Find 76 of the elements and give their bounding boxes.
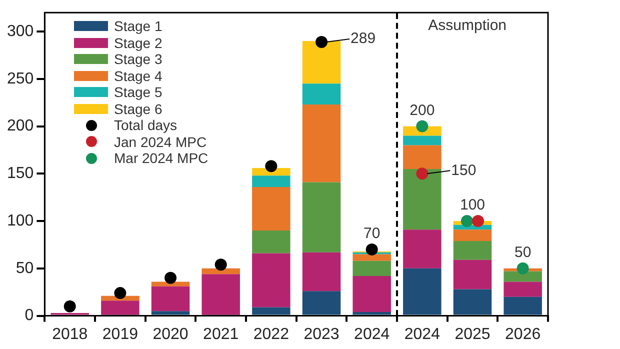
annotation: Assumption (428, 17, 507, 34)
bar (504, 282, 542, 297)
point (164, 272, 177, 284)
bar (151, 311, 190, 315)
data-label: 70 (364, 225, 380, 242)
legend-label: Stage 2 (114, 34, 162, 51)
bar (151, 282, 190, 286)
legend-label: Stage 1 (114, 18, 162, 34)
point (416, 168, 428, 180)
x-tick-label: 2024 (354, 326, 390, 343)
legend-label: Total days (114, 117, 178, 134)
bar (252, 253, 290, 308)
bar (352, 312, 391, 315)
point (366, 243, 378, 256)
data-label: 200 (410, 102, 435, 119)
bar (504, 271, 542, 282)
legend-label: Stage 3 (114, 51, 162, 68)
bar (453, 260, 492, 290)
x-tick-label: 2018 (52, 326, 88, 343)
x-tick-label: 2020 (152, 326, 188, 343)
legend-label: Stage 4 (114, 68, 162, 84)
bar (302, 41, 341, 84)
bar (252, 186, 290, 231)
point (416, 120, 428, 132)
bar (302, 182, 341, 252)
x-tick-label: 2022 (253, 326, 290, 343)
y-tick-label: 0 (24, 307, 34, 324)
point (316, 36, 328, 48)
x-tick-label: 2024 (404, 326, 440, 343)
y-tick-label: 200 (6, 118, 34, 135)
data-label: 150 (451, 162, 476, 179)
point (265, 160, 278, 172)
x-tick-label: 2021 (203, 326, 239, 343)
bar (302, 252, 341, 292)
bar (403, 230, 442, 268)
bar (453, 240, 492, 260)
bar (403, 268, 442, 315)
bar (504, 296, 542, 315)
legend-label: Jan 2024 MPC (114, 134, 207, 150)
bar (453, 289, 492, 315)
x-tick-label: 2019 (102, 326, 138, 343)
bar (453, 230, 492, 241)
y-tick-label: 100 (6, 212, 34, 230)
bar (252, 307, 290, 315)
bar (352, 260, 391, 276)
y-tick-label: 50 (16, 260, 34, 277)
x-tick-label: 2026 (505, 326, 541, 343)
bar (302, 84, 341, 105)
x-tick-label: 2025 (454, 326, 490, 343)
point (114, 287, 126, 300)
bar (202, 268, 240, 274)
bar (252, 176, 290, 187)
legend-label: Stage 5 (114, 84, 162, 100)
point (64, 300, 76, 312)
bar (352, 276, 391, 312)
data-label: 100 (460, 196, 486, 214)
bar (302, 291, 341, 315)
bar (403, 145, 442, 169)
data-label: 50 (514, 244, 532, 262)
bar (151, 286, 190, 312)
legend-label: Stage 6 (114, 100, 162, 117)
data-label: 289 (350, 30, 376, 48)
bar (352, 254, 391, 261)
y-tick-label: 300 (6, 22, 34, 40)
bar (302, 104, 341, 182)
point (516, 262, 529, 274)
x-tick-label: 2023 (304, 326, 340, 343)
bar (101, 300, 140, 315)
bar (403, 168, 442, 230)
bar (202, 274, 240, 315)
y-tick-label: 250 (6, 70, 34, 88)
y-tick-label: 150 (6, 165, 34, 182)
bar (252, 230, 290, 254)
point (214, 258, 227, 271)
legend-label: Mar 2024 MPC (114, 150, 208, 166)
bar (403, 136, 442, 146)
